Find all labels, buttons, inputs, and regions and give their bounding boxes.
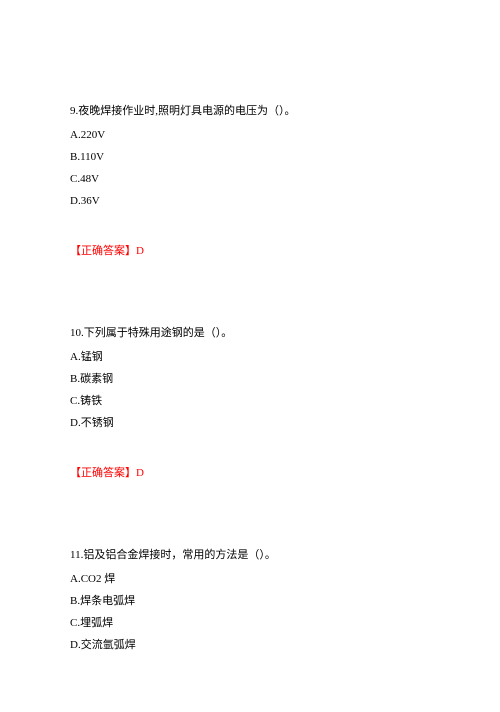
answer-label: 【正确答案】D: [70, 240, 430, 262]
question-stem: 夜晚焊接作业时,照明灯具电源的电压为（）。: [78, 105, 295, 117]
question-stem: 铝及铝合金焊接时，常用的方法是（）。: [83, 549, 276, 561]
question-block-11: 11.铝及铝合金焊接时，常用的方法是（）。 A.CO2 焊 B.焊条电弧焊 C.…: [70, 544, 430, 656]
question-number: 11.: [70, 549, 83, 561]
option-b: B.110V: [70, 146, 430, 168]
question-text: 9.夜晚焊接作业时,照明灯具电源的电压为（）。: [70, 100, 430, 122]
option-c: C.埋弧焊: [70, 612, 430, 634]
document-page: 9.夜晚焊接作业时,照明灯具电源的电压为（）。 A.220V B.110V C.…: [0, 0, 500, 712]
option-d: D.交流氩弧焊: [70, 634, 430, 656]
option-a: A.锰钢: [70, 346, 430, 368]
question-number: 10.: [70, 327, 84, 339]
question-block-10: 10.下列属于特殊用途钢的是（）。 A.锰钢 B.碳素钢 C.铸铁 D.不锈钢 …: [70, 322, 430, 484]
option-d: D.36V: [70, 190, 430, 212]
option-b: B.焊条电弧焊: [70, 590, 430, 612]
option-c: C.铸铁: [70, 390, 430, 412]
question-block-9: 9.夜晚焊接作业时,照明灯具电源的电压为（）。 A.220V B.110V C.…: [70, 100, 430, 262]
option-d: D.不锈钢: [70, 412, 430, 434]
option-a: A.CO2 焊: [70, 568, 430, 590]
question-text: 10.下列属于特殊用途钢的是（）。: [70, 322, 430, 344]
option-c: C.48V: [70, 168, 430, 190]
question-number: 9.: [70, 105, 78, 117]
question-text: 11.铝及铝合金焊接时，常用的方法是（）。: [70, 544, 430, 566]
answer-label: 【正确答案】D: [70, 462, 430, 484]
option-a: A.220V: [70, 124, 430, 146]
question-stem: 下列属于特殊用途钢的是（）。: [84, 327, 233, 339]
option-b: B.碳素钢: [70, 368, 430, 390]
